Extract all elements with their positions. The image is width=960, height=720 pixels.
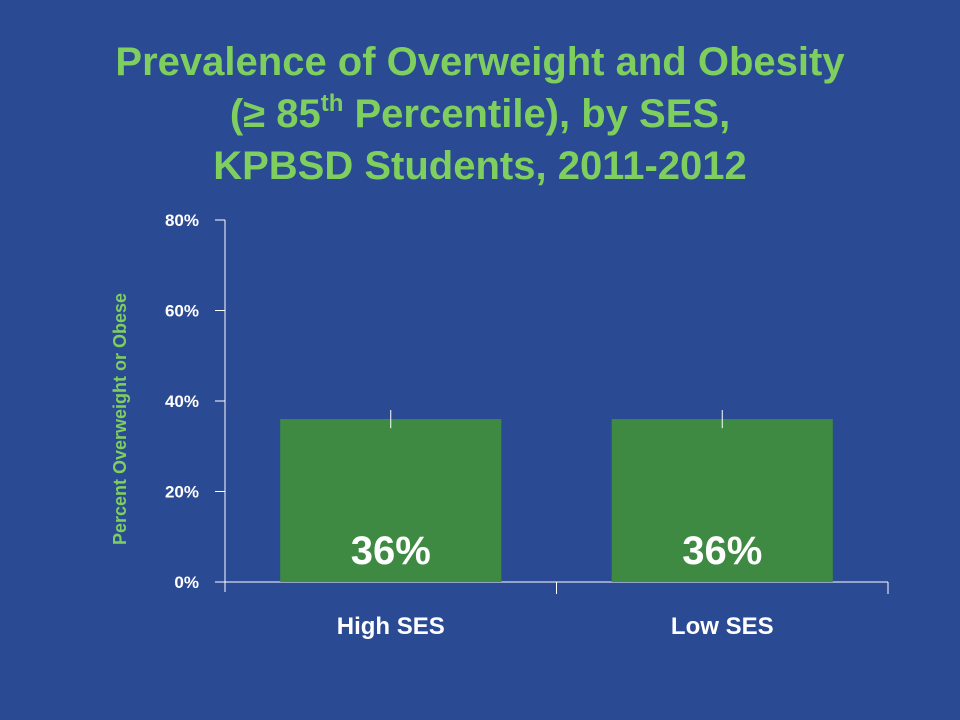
title-line-1: Prevalence of Overweight and Obesity [115, 40, 845, 84]
x-category-label: High SES [337, 613, 445, 640]
y-tick-label: 20% [165, 483, 199, 502]
data-label: 36% [351, 529, 431, 573]
y-tick-label: 60% [165, 302, 199, 321]
data-label: 36% [682, 529, 762, 573]
bar-high-ses [280, 419, 502, 582]
y-tick-label: 80% [165, 211, 199, 230]
y-tick-label: 0% [174, 573, 199, 592]
title-line-3: KPBSD Students, 2011-2012 [213, 144, 747, 188]
title-line-2-start: (≥ 85 [229, 92, 321, 136]
bar-low-ses [611, 419, 833, 582]
y-tick-label: 40% [165, 392, 199, 411]
y-axis-title: Percent Overweight or Obese [110, 293, 130, 545]
title-line-2: (≥ 85th Percentile), by SES, [0, 88, 960, 140]
title-line-2-end: Percentile), by SES, [343, 92, 731, 136]
x-category-label: Low SES [671, 613, 774, 640]
title-superscript: th [320, 90, 344, 117]
chart-title: Prevalence of Overweight and Obesity (≥ … [0, 36, 960, 192]
